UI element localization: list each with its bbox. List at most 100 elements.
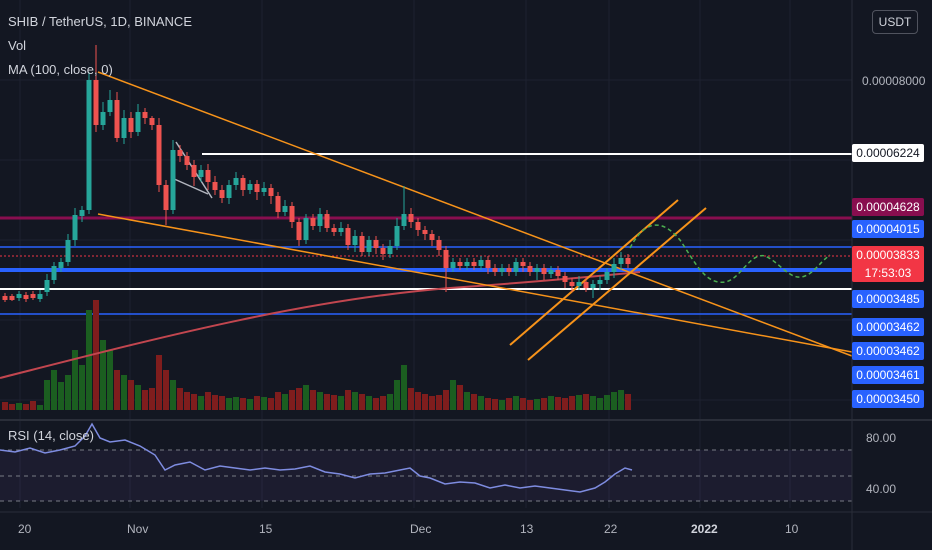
volume-bar bbox=[282, 394, 288, 410]
candle-body bbox=[625, 258, 631, 264]
candle-body bbox=[597, 280, 603, 284]
volume-legend[interactable]: Vol bbox=[8, 38, 27, 53]
volume-bar bbox=[310, 390, 316, 410]
candle-body bbox=[163, 185, 169, 210]
volume-bar bbox=[30, 401, 36, 410]
rsi-axis-tick-80: 80.00 bbox=[866, 431, 897, 445]
channel-line-1 bbox=[509, 199, 679, 346]
candle-body bbox=[373, 240, 379, 248]
volume-bar bbox=[114, 370, 120, 410]
candle-body bbox=[366, 240, 372, 252]
rsi-legend[interactable]: RSI (14, close) bbox=[8, 428, 94, 443]
volume-bar bbox=[86, 310, 92, 410]
candle-body bbox=[121, 118, 127, 138]
candle-body bbox=[212, 182, 218, 190]
volume-bar bbox=[597, 398, 603, 410]
candle-body bbox=[135, 112, 141, 132]
candle-body bbox=[23, 295, 29, 299]
candle-body bbox=[275, 196, 281, 212]
candle-body bbox=[429, 234, 435, 240]
candle-body bbox=[534, 268, 540, 272]
candle-body bbox=[310, 218, 316, 226]
time-axis-tick: 10 bbox=[785, 522, 799, 536]
price-tag: 0.00003462 bbox=[852, 342, 924, 360]
volume-bar bbox=[303, 385, 309, 410]
trendline-lower bbox=[97, 213, 853, 353]
candle-body bbox=[555, 270, 561, 276]
candle-body bbox=[282, 206, 288, 212]
trend-lines bbox=[97, 71, 853, 361]
volume-bar bbox=[128, 380, 134, 410]
candle-body bbox=[100, 112, 106, 125]
price-tag: 0.00003485 bbox=[852, 290, 924, 308]
forecast-path bbox=[629, 224, 831, 283]
volume-bar bbox=[142, 390, 148, 410]
candle-body bbox=[289, 206, 295, 222]
candle-body bbox=[219, 190, 225, 198]
candle-body bbox=[9, 296, 15, 300]
channel-line-2 bbox=[527, 207, 707, 361]
volume-bar bbox=[9, 404, 15, 410]
volume-bar bbox=[37, 405, 43, 410]
volume-bar bbox=[58, 382, 64, 410]
volume-bar bbox=[240, 398, 246, 410]
volume-bar bbox=[604, 395, 610, 410]
price-tag: 0.00006224 bbox=[852, 144, 924, 162]
volume-bar bbox=[121, 375, 127, 410]
candle-body bbox=[86, 80, 92, 210]
candle-body bbox=[415, 222, 421, 230]
volume-bar bbox=[534, 399, 540, 410]
volume-bar bbox=[415, 392, 421, 410]
volume-bar bbox=[562, 398, 568, 410]
time-axis-tick: 2022 bbox=[691, 522, 718, 536]
volume-bar bbox=[611, 392, 617, 410]
candle-body bbox=[261, 188, 267, 192]
candle-body bbox=[93, 80, 99, 125]
volume-bar bbox=[457, 385, 463, 410]
symbol-legend[interactable]: SHIB / TetherUS, 1D, BINANCE bbox=[8, 14, 192, 29]
candle-body bbox=[156, 125, 162, 185]
volume-bar bbox=[345, 390, 351, 410]
volume-bar bbox=[520, 398, 526, 410]
volume-bar bbox=[163, 370, 169, 410]
candle-body bbox=[513, 262, 519, 272]
volume-bar bbox=[233, 397, 239, 410]
candle-body bbox=[457, 262, 463, 266]
candle-body bbox=[44, 280, 50, 292]
candle-body bbox=[226, 185, 232, 198]
candle-body bbox=[548, 270, 554, 274]
volume-bar bbox=[569, 396, 575, 410]
volume-bar bbox=[492, 399, 498, 410]
volume-bar bbox=[247, 399, 253, 410]
price-tag: 0.00003462 bbox=[852, 318, 924, 336]
candle-body bbox=[205, 170, 211, 182]
candle-body bbox=[436, 240, 442, 250]
volume-bar bbox=[394, 380, 400, 410]
volume-bar bbox=[254, 396, 260, 410]
currency-button[interactable]: USDT bbox=[872, 10, 918, 34]
candle-body bbox=[352, 236, 358, 245]
candle-body bbox=[359, 236, 365, 252]
volume-bar bbox=[450, 380, 456, 410]
candle-body bbox=[72, 215, 78, 240]
volume-bar bbox=[44, 380, 50, 410]
price-tag: 0.00003461 bbox=[852, 366, 924, 384]
candle-body bbox=[604, 272, 610, 280]
candle-body bbox=[485, 260, 491, 268]
volume-bar bbox=[583, 394, 589, 410]
volume-bar bbox=[331, 395, 337, 410]
candle-body bbox=[107, 100, 113, 112]
ma-legend[interactable]: MA (100, close, 0) bbox=[8, 62, 113, 77]
time-axis-tick: 22 bbox=[604, 522, 618, 536]
candle-body bbox=[471, 262, 477, 266]
volume-bar bbox=[296, 388, 302, 410]
price-tag: 0.00003833 17:53:03 bbox=[852, 246, 924, 282]
candle-body bbox=[296, 222, 302, 240]
volume-bar bbox=[170, 380, 176, 410]
volume-bar bbox=[16, 403, 22, 410]
candle-body bbox=[58, 262, 64, 268]
volume-bar bbox=[51, 370, 57, 410]
time-axis-tick: Dec bbox=[410, 522, 432, 536]
volume-bar bbox=[149, 388, 155, 410]
